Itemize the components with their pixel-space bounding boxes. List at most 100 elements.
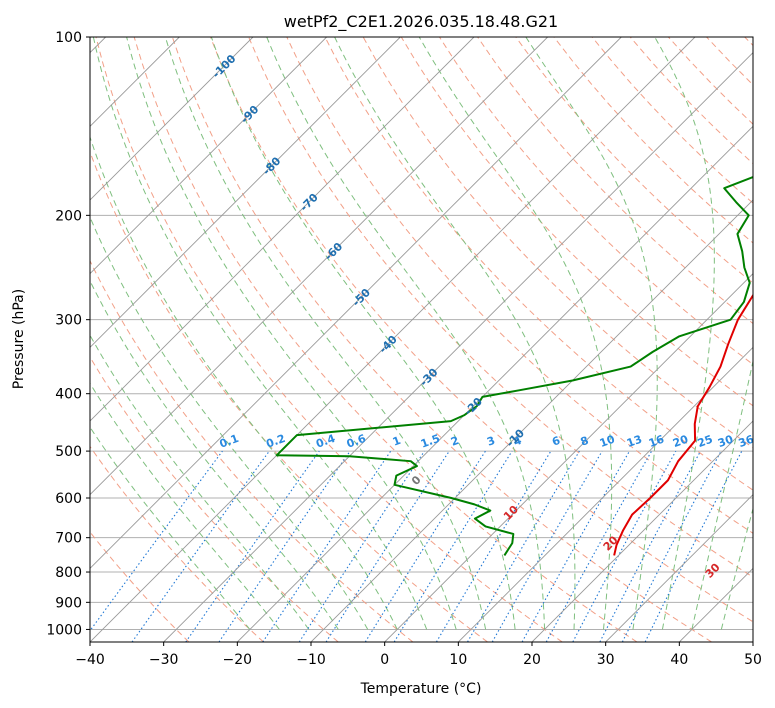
chart-title: wetPf2_C2E1.2026.035.18.48.G21 (284, 12, 558, 32)
mixing-ratio-label: 0.2 (264, 432, 287, 451)
dry-adiabat (90, 356, 339, 642)
dewpoint-profile (275, 175, 753, 556)
mixing-ratio-line (218, 450, 351, 642)
mixing-ratio-label: 2 (449, 434, 461, 449)
moist-adiabat (525, 37, 658, 630)
mixing-ratio-line (545, 450, 653, 642)
x-tick-label: 10 (449, 652, 467, 668)
mixing-ratio-line (131, 450, 270, 642)
isotherm-line (90, 37, 327, 275)
y-tick-label: 400 (55, 387, 82, 403)
y-tick-label: 900 (55, 595, 82, 611)
y-tick-label: 1000 (46, 622, 82, 638)
dry-adiabat (95, 37, 563, 642)
isotherm-lines (90, 37, 753, 642)
mixing-ratio-label: 13 (625, 433, 644, 450)
mixing-ratio-line (298, 450, 425, 642)
plot-frame (89, 36, 754, 643)
x-axis-label: Temperature (°C) (360, 681, 482, 697)
y-axis-label: Pressure (hPa) (11, 289, 27, 389)
moist-adiabat (90, 215, 369, 630)
isotherm-line (90, 37, 696, 642)
moist-adiabat (92, 37, 428, 630)
isotherm-line (384, 273, 753, 642)
y-tick-label: 800 (55, 565, 82, 581)
y-tick-label: 100 (55, 30, 82, 46)
temperature-profile (613, 293, 753, 556)
dry-adiabat (324, 37, 753, 491)
dry-adiabat (90, 259, 414, 642)
moist-adiabat (90, 334, 310, 630)
y-tick-label: 600 (55, 491, 82, 507)
y-tick-label: 700 (55, 531, 82, 547)
moist-adiabat (90, 279, 339, 630)
y-tick-label: 200 (55, 208, 82, 224)
moist-adiabat (210, 37, 516, 630)
mixing-ratio-label: 6 (550, 434, 562, 449)
mixing-ratio-label: 1.5 (419, 432, 442, 451)
mixing-ratio-line (572, 450, 677, 642)
y-tick-label: 500 (55, 444, 82, 460)
dry-adiabat (515, 37, 753, 284)
isotherm-line (90, 37, 475, 422)
dry-adiabat (171, 37, 712, 642)
dry-adiabat (286, 37, 753, 534)
isotherm-line (90, 37, 548, 496)
moist-adiabat (720, 506, 753, 630)
isotherm-line (531, 420, 753, 642)
moist-adiabats (90, 37, 753, 630)
x-tick-label: −40 (75, 652, 105, 668)
grid-lines (90, 37, 753, 630)
mixing-ratio-lines (90, 450, 743, 642)
dry-adiabats (90, 37, 753, 642)
moist-adiabat (691, 358, 753, 630)
mixing-ratio-label: 30 (716, 432, 735, 450)
isotherm-line (90, 37, 622, 569)
plot-background (90, 37, 753, 642)
y-axis: 100 200 300 400 500 600 700 800 900 1000 (46, 30, 90, 638)
mixing-ratio-line (644, 450, 743, 642)
mixing-ratio-label: 0.1 (218, 432, 241, 451)
mixing-ratio-line (90, 450, 223, 632)
isotherm-line (605, 494, 753, 642)
x-tick-label: 20 (523, 652, 541, 668)
mixing-ratio-label: 20 (671, 432, 690, 450)
mixing-ratio-label: 0.4 (314, 432, 337, 451)
x-tick-label: 0 (380, 652, 389, 668)
moist-adiabat (654, 37, 715, 630)
isotherm-line (163, 52, 753, 642)
moist-adiabat (126, 37, 457, 630)
moist-adiabat (164, 37, 487, 630)
dry-adiabat (248, 37, 753, 578)
mixing-ratio-line (521, 450, 630, 642)
y-tick-label: 300 (55, 313, 82, 329)
mixing-ratio-line (393, 450, 513, 642)
mixing-ratio-label: 3 (485, 434, 497, 449)
mixing-ratio-line (262, 450, 392, 642)
isotherm-line (310, 199, 753, 642)
isotherm-line (90, 37, 401, 348)
x-tick-label: −30 (149, 652, 179, 668)
moist-adiabat (90, 382, 280, 630)
mixing-ratio-label: 36 (737, 432, 756, 450)
moist-adiabat (266, 37, 546, 630)
x-tick-label: 40 (670, 652, 688, 668)
isotherm-line (90, 37, 254, 201)
x-tick-label: 50 (744, 652, 762, 668)
mixing-ratio-label: 0.6 (345, 432, 368, 451)
mixing-ratio-line (185, 450, 320, 642)
moist-adiabat (418, 37, 613, 630)
mixing-ratio-label: 4 (512, 434, 524, 449)
mixing-ratio-label: 8 (579, 434, 591, 449)
mixing-ratio-label: 25 (696, 433, 715, 450)
dry-adiabat (90, 445, 264, 642)
dry-adiabat (210, 37, 753, 623)
x-tick-label: −20 (223, 652, 253, 668)
mixing-ratio-line (325, 450, 450, 642)
x-tick-label: 30 (597, 652, 615, 668)
sounding-profiles (275, 175, 753, 556)
isotherm-line (458, 346, 753, 642)
x-tick-label: −10 (296, 652, 326, 668)
moist-adiabat (90, 426, 251, 630)
